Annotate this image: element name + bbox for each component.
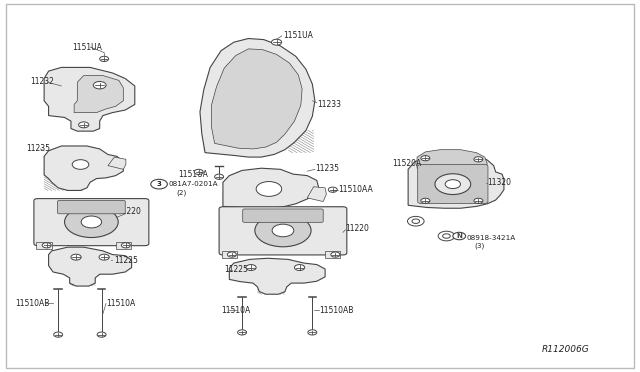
Text: 1151UA: 1151UA [72, 42, 102, 51]
Polygon shape [211, 49, 302, 149]
Polygon shape [223, 168, 319, 208]
Circle shape [453, 232, 466, 240]
Circle shape [272, 224, 294, 237]
Text: 11510AB: 11510AB [15, 299, 49, 308]
FancyBboxPatch shape [58, 201, 125, 214]
Text: 11510AA: 11510AA [338, 185, 372, 194]
FancyBboxPatch shape [243, 209, 323, 222]
Circle shape [421, 198, 430, 203]
Text: (2): (2) [176, 189, 187, 196]
Polygon shape [74, 76, 124, 113]
Text: (3): (3) [474, 243, 484, 249]
Text: 11232: 11232 [30, 77, 54, 86]
Polygon shape [49, 247, 132, 286]
Circle shape [79, 122, 89, 128]
Polygon shape [200, 38, 315, 157]
Circle shape [412, 219, 420, 224]
Text: N: N [456, 233, 462, 239]
Text: 11510A: 11510A [106, 299, 135, 308]
Circle shape [72, 160, 89, 169]
Circle shape [255, 214, 311, 247]
Circle shape [151, 179, 168, 189]
Circle shape [408, 217, 424, 226]
Polygon shape [44, 146, 124, 190]
Circle shape [246, 264, 256, 270]
Text: 11510A: 11510A [221, 306, 250, 315]
Text: 11225: 11225 [115, 256, 138, 264]
Circle shape [474, 157, 483, 162]
Polygon shape [417, 150, 487, 168]
Circle shape [328, 187, 337, 192]
Circle shape [435, 174, 470, 195]
Circle shape [100, 56, 109, 61]
Circle shape [214, 174, 223, 179]
Circle shape [227, 252, 236, 257]
Text: 1151UA: 1151UA [178, 170, 208, 179]
Polygon shape [307, 187, 326, 202]
Text: 081A7-0201A: 081A7-0201A [169, 181, 218, 187]
FancyBboxPatch shape [418, 164, 488, 203]
Circle shape [237, 330, 246, 335]
Polygon shape [408, 153, 504, 208]
Text: 11320: 11320 [487, 178, 511, 187]
Polygon shape [108, 157, 126, 169]
Circle shape [294, 264, 305, 270]
Circle shape [308, 330, 317, 335]
Circle shape [331, 252, 340, 257]
Text: 11233: 11233 [317, 100, 341, 109]
Text: R112006G: R112006G [542, 345, 590, 354]
Bar [116, 241, 131, 249]
Text: 3: 3 [157, 181, 161, 187]
Circle shape [421, 155, 430, 161]
Circle shape [54, 332, 63, 337]
Circle shape [445, 180, 461, 189]
Text: 11510AB: 11510AB [319, 306, 353, 315]
Text: 11225: 11225 [224, 265, 248, 274]
Bar [325, 251, 340, 258]
Text: 11220: 11220 [346, 224, 369, 233]
Polygon shape [229, 258, 325, 294]
Circle shape [65, 206, 118, 237]
Text: 1151UA: 1151UA [283, 31, 313, 41]
FancyBboxPatch shape [34, 199, 149, 246]
Text: 11235: 11235 [26, 144, 50, 153]
Circle shape [99, 254, 109, 260]
Text: 11235: 11235 [315, 164, 339, 173]
Text: 11220: 11220 [117, 208, 141, 217]
Circle shape [443, 234, 451, 238]
Circle shape [81, 216, 102, 228]
Circle shape [194, 169, 203, 174]
Circle shape [474, 198, 483, 203]
Circle shape [438, 231, 455, 241]
Bar [36, 241, 52, 249]
FancyBboxPatch shape [219, 207, 347, 255]
Circle shape [97, 332, 106, 337]
Circle shape [271, 39, 282, 45]
Bar [221, 251, 237, 258]
Circle shape [71, 254, 81, 260]
Circle shape [122, 243, 131, 248]
Circle shape [93, 81, 106, 89]
Text: 11520A: 11520A [392, 158, 421, 167]
Circle shape [256, 182, 282, 196]
Circle shape [42, 243, 51, 248]
Polygon shape [44, 67, 135, 131]
Text: 08918-3421A: 08918-3421A [467, 235, 516, 241]
